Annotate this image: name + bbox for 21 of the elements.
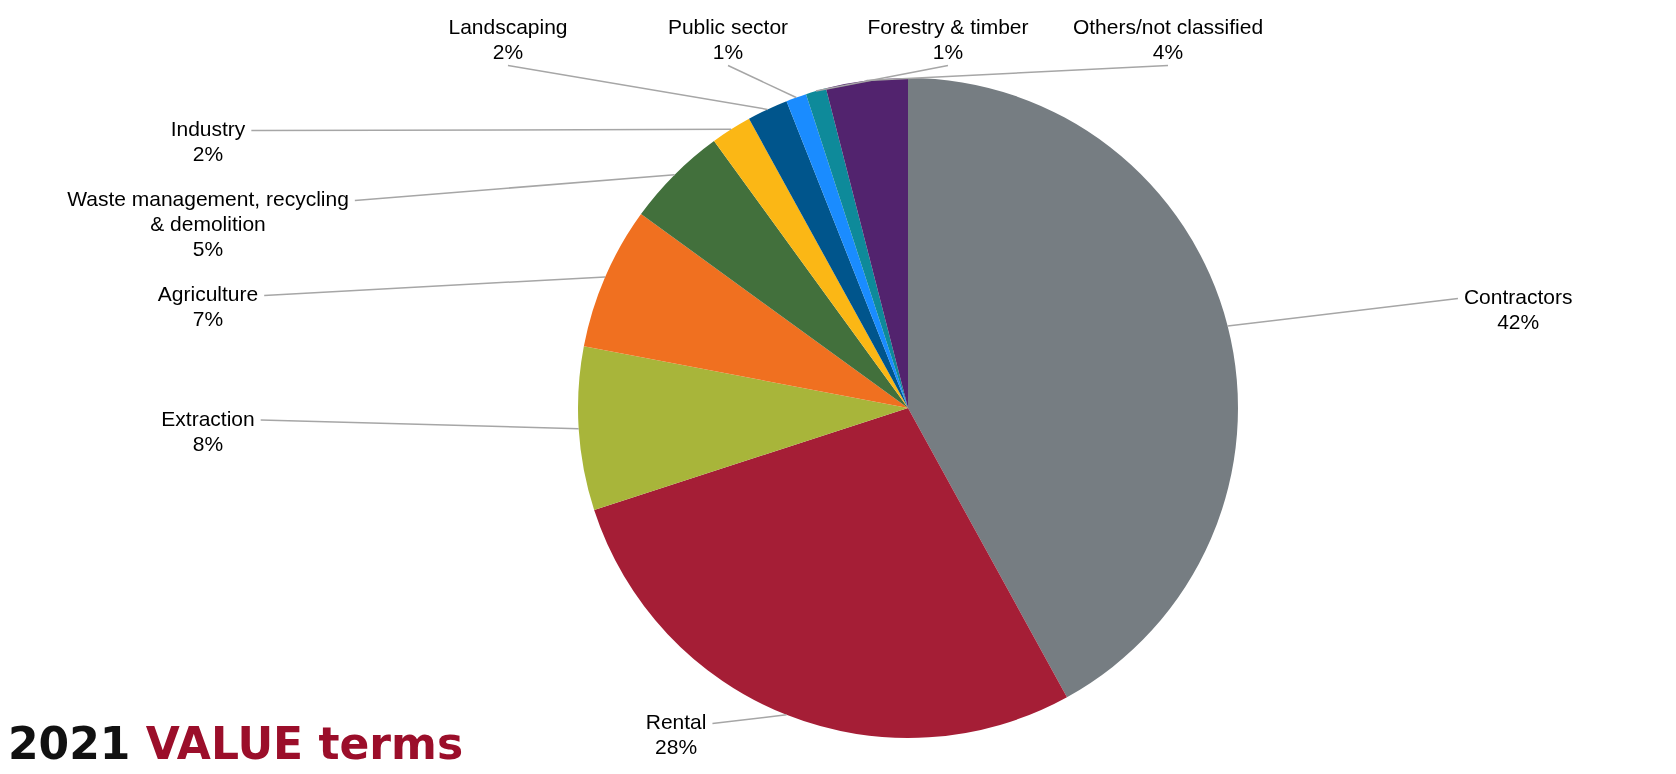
slice-label: Industry — [170, 117, 246, 141]
slice-label: Landscaping — [448, 14, 568, 38]
slice-label: Forestry & timber — [867, 14, 1029, 38]
data-label: 2% — [492, 39, 524, 63]
slice-label: Others/not classified — [1072, 14, 1264, 38]
slice-label: Agriculture — [157, 282, 259, 306]
data-label: 1% — [712, 39, 744, 63]
data-label: 5% — [192, 237, 224, 261]
slice-label: Extraction — [161, 406, 255, 430]
slice-label: Contractors — [1463, 285, 1573, 309]
data-label: 42% — [1497, 310, 1540, 334]
slice-label: Rental — [645, 710, 707, 734]
data-label: 4% — [1152, 39, 1184, 63]
data-label: 7% — [192, 307, 224, 331]
text: 2021 VALUE terms — [8, 718, 464, 769]
slice-label: Waste management, recycling & demolition — [67, 187, 349, 236]
slice-label: Public sector — [667, 14, 789, 38]
data-label: 28% — [655, 735, 698, 759]
data-label: 1% — [932, 39, 964, 63]
data-label: 8% — [192, 431, 224, 455]
data-label: 2% — [192, 142, 224, 166]
